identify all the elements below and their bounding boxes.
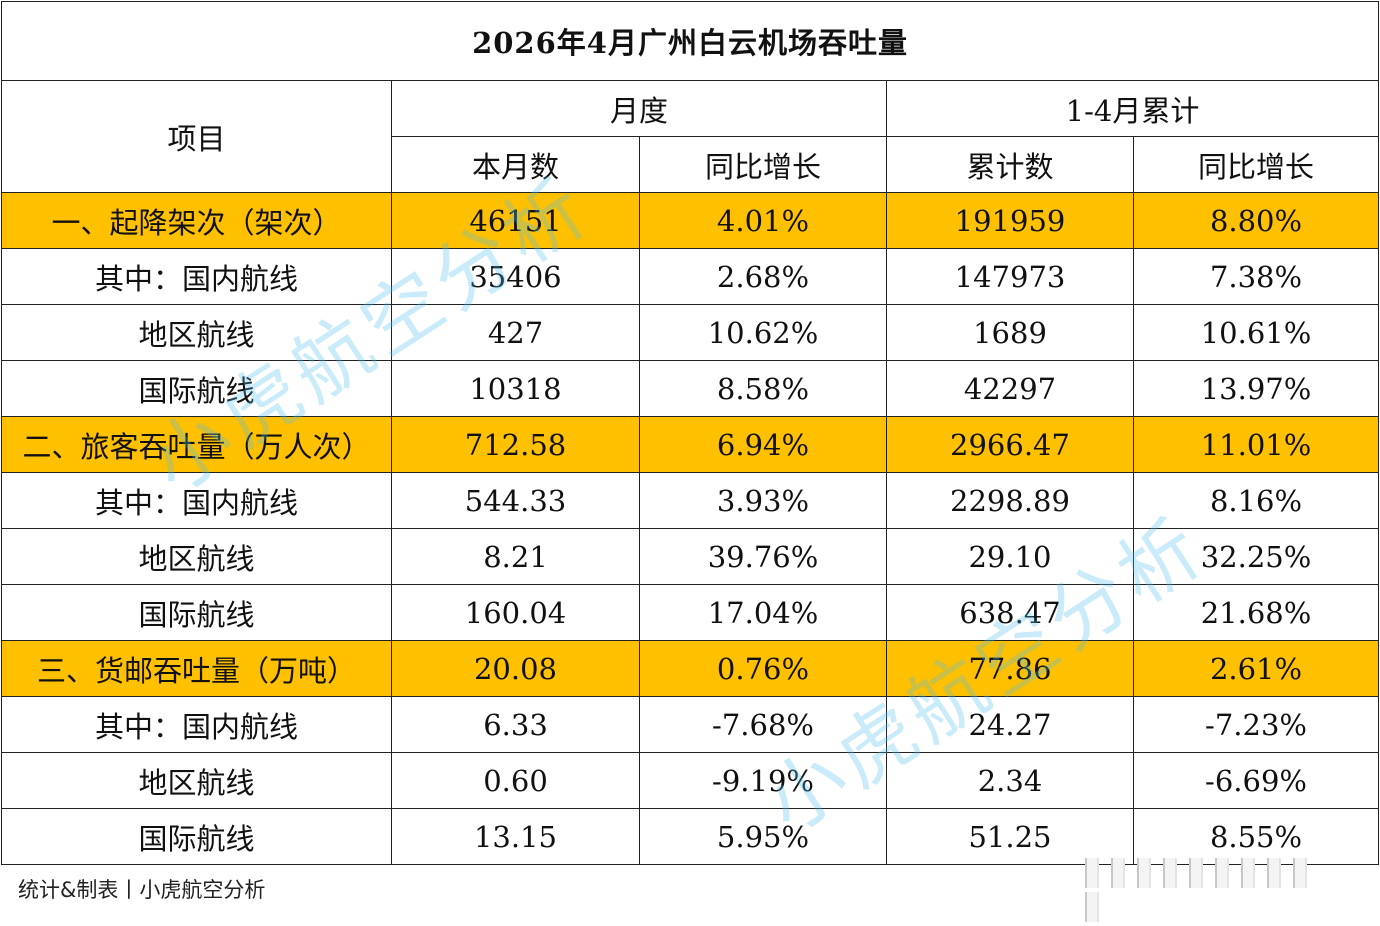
table-row: 其中：国内航线 6.33 -7.68% 24.27 -7.23% bbox=[1, 696, 1380, 753]
month-yoy-cell: -7.68% bbox=[639, 696, 887, 753]
month-count-cell: 20.08 bbox=[391, 640, 640, 697]
cum-yoy-cell: 13.97% bbox=[1132, 360, 1380, 417]
month-count-cell: 6.33 bbox=[391, 696, 640, 753]
month-count-cell: 160.04 bbox=[391, 584, 640, 641]
cum-count-cell: 2966.47 bbox=[886, 416, 1134, 473]
row-label: 地区航线 bbox=[1, 752, 392, 809]
table-row: 其中：国内航线 35406 2.68% 147973 7.38% bbox=[1, 248, 1380, 305]
month-yoy-cell: 17.04% bbox=[639, 584, 887, 641]
month-count-cell: 35406 bbox=[391, 248, 640, 305]
cum-yoy-cell: 2.61% bbox=[1132, 640, 1380, 697]
cum-count-cell: 191959 bbox=[886, 192, 1134, 249]
cum-count-cell: 1689 bbox=[886, 304, 1134, 361]
row-label: 地区航线 bbox=[1, 304, 392, 361]
cum-yoy-cell: 8.80% bbox=[1132, 192, 1380, 249]
cum-count-cell: 77.86 bbox=[886, 640, 1134, 697]
month-yoy-cell: 10.62% bbox=[639, 304, 887, 361]
month-count-cell: 427 bbox=[391, 304, 640, 361]
table-row: 二、旅客吞吐量（万人次） 712.58 6.94% 2966.47 11.01% bbox=[1, 416, 1380, 473]
header-cum-count: 累计数 bbox=[886, 136, 1134, 193]
header-month-yoy: 同比增长 bbox=[639, 136, 887, 193]
cum-yoy-cell: 7.38% bbox=[1132, 248, 1380, 305]
cum-count-cell: 51.25 bbox=[886, 808, 1134, 865]
month-count-cell: 8.21 bbox=[391, 528, 640, 585]
cum-yoy-cell: -6.69% bbox=[1132, 752, 1380, 809]
cum-yoy-cell: 32.25% bbox=[1132, 528, 1380, 585]
header-cum-yoy: 同比增长 bbox=[1132, 136, 1380, 193]
table-row: 其中：国内航线 544.33 3.93% 2298.89 8.16% bbox=[1, 472, 1380, 529]
decorative-bars bbox=[1085, 858, 1325, 922]
month-count-cell: 544.33 bbox=[391, 472, 640, 529]
cum-count-cell: 2298.89 bbox=[886, 472, 1134, 529]
row-label: 其中：国内航线 bbox=[1, 472, 392, 529]
cum-count-cell: 2.34 bbox=[886, 752, 1134, 809]
header-monthly: 月度 bbox=[391, 80, 887, 137]
table-row: 地区航线 0.60 -9.19% 2.34 -6.69% bbox=[1, 752, 1380, 809]
month-yoy-cell: 0.76% bbox=[639, 640, 887, 697]
month-yoy-cell: 6.94% bbox=[639, 416, 887, 473]
table-row: 一、起降架次（架次） 46151 4.01% 191959 8.80% bbox=[1, 192, 1380, 249]
table-row: 三、货邮吞吐量（万吨） 20.08 0.76% 77.86 2.61% bbox=[1, 640, 1380, 697]
header-item: 项目 bbox=[1, 80, 392, 193]
month-yoy-cell: 8.58% bbox=[639, 360, 887, 417]
cum-count-cell: 42297 bbox=[886, 360, 1134, 417]
month-yoy-cell: 5.95% bbox=[639, 808, 887, 865]
month-count-cell: 0.60 bbox=[391, 752, 640, 809]
cum-yoy-cell: 11.01% bbox=[1132, 416, 1380, 473]
cum-count-cell: 638.47 bbox=[886, 584, 1134, 641]
row-label: 国际航线 bbox=[1, 360, 392, 417]
cum-yoy-cell: 21.68% bbox=[1132, 584, 1380, 641]
month-count-cell: 10318 bbox=[391, 360, 640, 417]
table-row: 地区航线 8.21 39.76% 29.10 32.25% bbox=[1, 528, 1380, 585]
table-row: 国际航线 160.04 17.04% 638.47 21.68% bbox=[1, 584, 1380, 641]
footer-credit: 统计&制表丨小虎航空分析 bbox=[18, 878, 266, 902]
month-yoy-cell: 39.76% bbox=[639, 528, 887, 585]
cum-yoy-cell: 10.61% bbox=[1132, 304, 1380, 361]
month-yoy-cell: -9.19% bbox=[639, 752, 887, 809]
row-label: 国际航线 bbox=[1, 584, 392, 641]
row-label: 其中：国内航线 bbox=[1, 696, 392, 753]
table-row: 地区航线 427 10.62% 1689 10.61% bbox=[1, 304, 1380, 361]
cum-count-cell: 147973 bbox=[886, 248, 1134, 305]
header-month-count: 本月数 bbox=[391, 136, 640, 193]
cum-yoy-cell: 8.16% bbox=[1132, 472, 1380, 529]
row-label: 二、旅客吞吐量（万人次） bbox=[1, 416, 392, 473]
throughput-table: 2026年4月广州白云机场吞吐量 项目 月度 1-4月累计 本月数 同比增长 累… bbox=[0, 1, 1380, 865]
row-label: 地区航线 bbox=[1, 528, 392, 585]
row-label: 三、货邮吞吐量（万吨） bbox=[1, 640, 392, 697]
cum-yoy-cell: 8.55% bbox=[1132, 808, 1380, 865]
month-yoy-cell: 3.93% bbox=[639, 472, 887, 529]
cum-count-cell: 24.27 bbox=[886, 696, 1134, 753]
month-yoy-cell: 2.68% bbox=[639, 248, 887, 305]
month-count-cell: 46151 bbox=[391, 192, 640, 249]
table-row: 国际航线 13.15 5.95% 51.25 8.55% bbox=[1, 808, 1380, 865]
cum-count-cell: 29.10 bbox=[886, 528, 1134, 585]
table-title: 2026年4月广州白云机场吞吐量 bbox=[0, 1, 1380, 81]
cum-yoy-cell: -7.23% bbox=[1132, 696, 1380, 753]
row-label: 其中：国内航线 bbox=[1, 248, 392, 305]
row-label: 国际航线 bbox=[1, 808, 392, 865]
month-count-cell: 712.58 bbox=[391, 416, 640, 473]
row-label: 一、起降架次（架次） bbox=[1, 192, 392, 249]
table-row: 国际航线 10318 8.58% 42297 13.97% bbox=[1, 360, 1380, 417]
month-count-cell: 13.15 bbox=[391, 808, 640, 865]
month-yoy-cell: 4.01% bbox=[639, 192, 887, 249]
header-cumulative: 1-4月累计 bbox=[885, 80, 1380, 137]
